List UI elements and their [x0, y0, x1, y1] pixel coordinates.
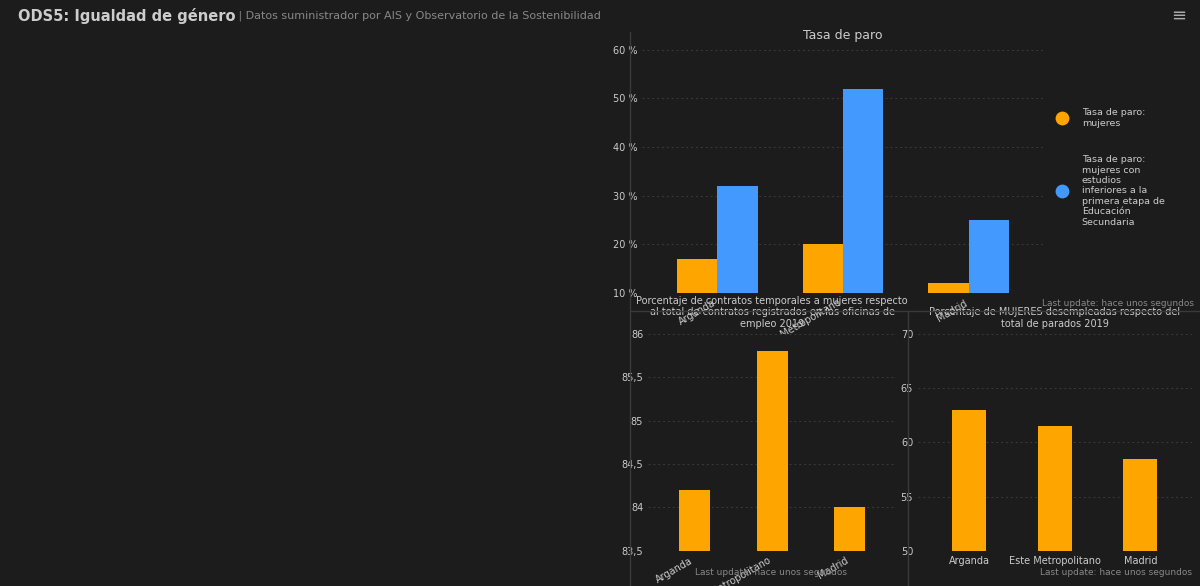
Bar [718, 186, 757, 342]
Bar [929, 283, 968, 342]
Text: Last update: hace unos segundos: Last update: hace unos segundos [1042, 299, 1194, 308]
Text: Tasa de paro:
mujeres: Tasa de paro: mujeres [1081, 108, 1145, 128]
Bar [968, 220, 1009, 342]
Title: Porcentaje de MUJERES desempleadas respecto del
total de parados 2019: Porcentaje de MUJERES desempleadas respe… [929, 308, 1181, 329]
Text: Last update: hace unos segundos: Last update: hace unos segundos [695, 568, 847, 577]
Bar [1123, 459, 1157, 586]
Bar [844, 88, 883, 342]
Text: ≡: ≡ [1171, 7, 1186, 25]
Bar [834, 507, 865, 586]
Bar [1038, 426, 1072, 586]
Bar [679, 490, 710, 586]
Bar [757, 352, 787, 586]
Title: Tasa de paro: Tasa de paro [803, 29, 883, 42]
Text: Tasa de paro:
mujeres con
estudios
inferiores a la
primera etapa de
Educación
Se: Tasa de paro: mujeres con estudios infer… [1081, 155, 1164, 227]
Text: ODS5: Igualdad de género: ODS5: Igualdad de género [18, 8, 235, 24]
Bar [803, 244, 844, 342]
Bar [953, 410, 986, 586]
Text: Last update: hace unos segundos: Last update: hace unos segundos [1039, 568, 1192, 577]
Text: | Datos suministrador por AIS y Observatorio de la Sostenibilidad: | Datos suministrador por AIS y Observat… [235, 11, 601, 21]
Bar [677, 259, 718, 342]
Title: Porcentaje de contratos temporales a mujeres respecto
al total de contratos regi: Porcentaje de contratos temporales a muj… [636, 296, 908, 329]
